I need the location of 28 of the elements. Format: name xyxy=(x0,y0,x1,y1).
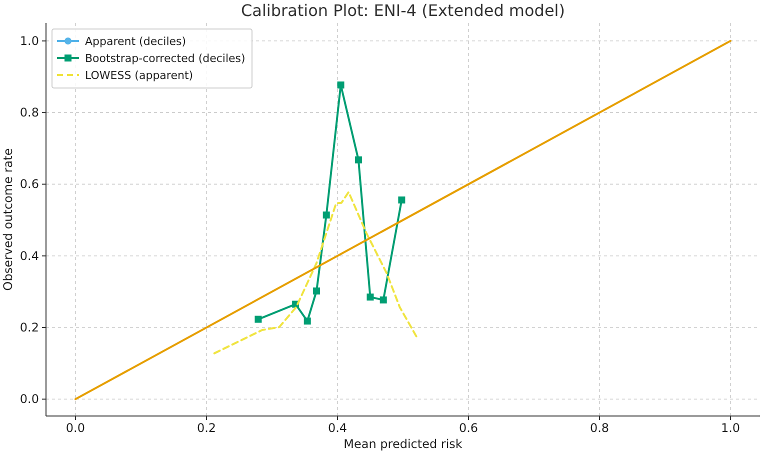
legend-label: Bootstrap-corrected (deciles) xyxy=(85,52,246,65)
x-tick-label: 0.4 xyxy=(328,421,348,435)
chart-title: Calibration Plot: ENI-4 (Extended model) xyxy=(241,1,565,20)
y-tick-label: 1.0 xyxy=(20,34,39,48)
x-axis-title: Mean predicted risk xyxy=(344,437,462,451)
line-series xyxy=(213,191,418,354)
point xyxy=(254,316,262,323)
point xyxy=(304,318,311,325)
point xyxy=(337,81,344,88)
y-tick-label: 0.0 xyxy=(20,392,39,406)
point xyxy=(322,212,330,219)
y-tick-label: 0.4 xyxy=(20,248,39,263)
y-tick-label: 0.8 xyxy=(20,106,39,120)
x-tick-label: 1.0 xyxy=(720,421,740,435)
x-tick-label: 0.2 xyxy=(196,421,216,435)
legend-label: Apparent (deciles) xyxy=(85,35,186,48)
point xyxy=(380,296,387,304)
x-tick-label: 0.0 xyxy=(66,421,86,435)
point xyxy=(398,196,406,204)
y-tick-label: 0.6 xyxy=(20,177,39,192)
y-tick-label: 0.2 xyxy=(20,320,39,335)
x-tick-label: 0.8 xyxy=(590,421,610,435)
point xyxy=(313,287,320,294)
point xyxy=(354,156,362,164)
y-axis-title: Observed outcome rate xyxy=(1,148,15,291)
x-tick-label: 0.6 xyxy=(458,421,478,435)
legend-label: LOWESS (apparent) xyxy=(85,69,194,82)
point xyxy=(366,294,374,301)
